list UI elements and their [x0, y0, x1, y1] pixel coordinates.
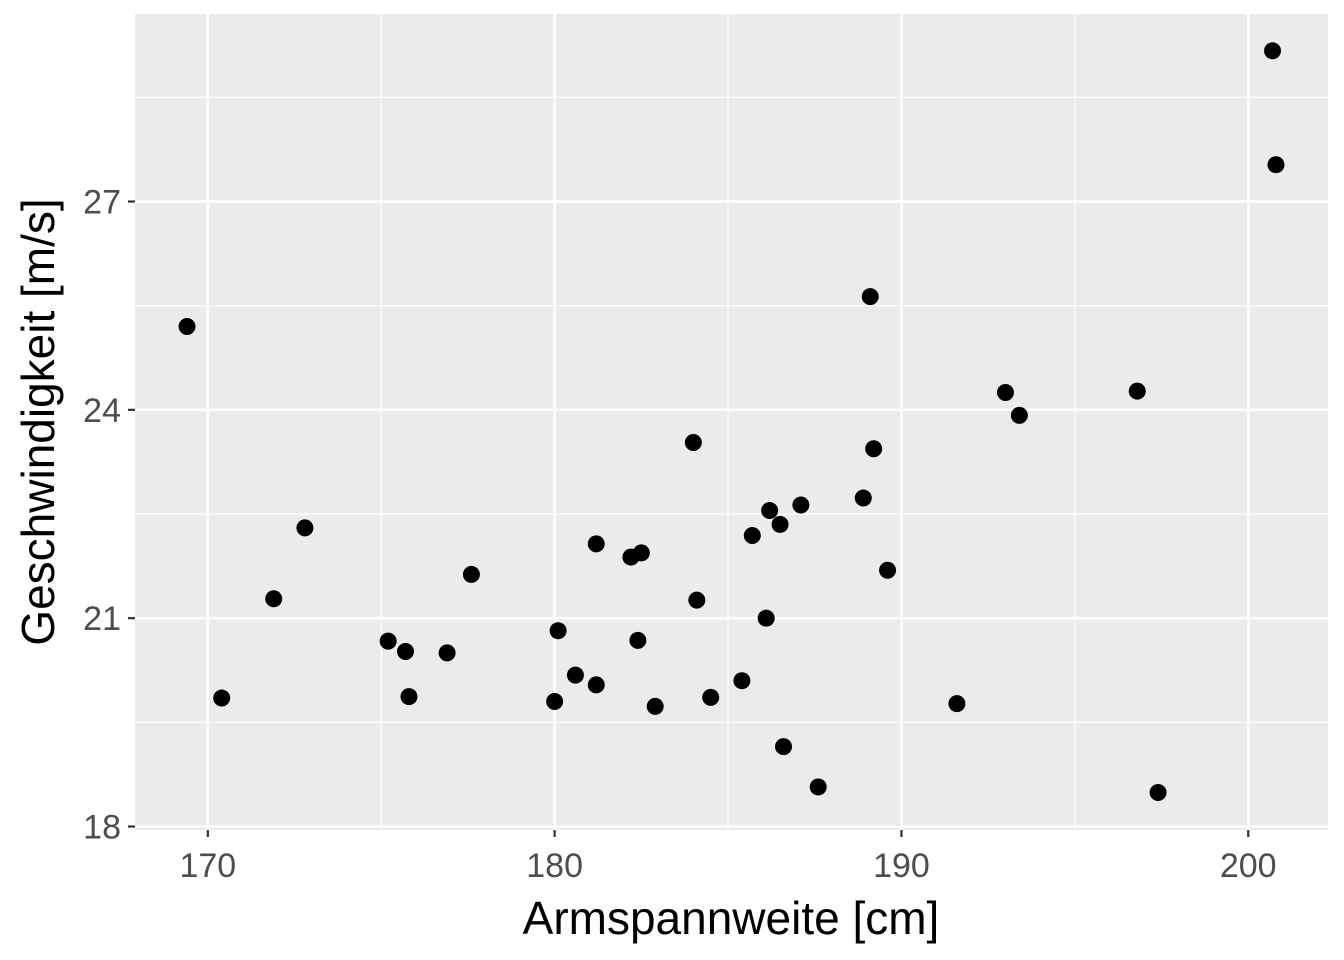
data-point [854, 489, 872, 507]
data-point [462, 565, 480, 583]
data-point [587, 535, 605, 553]
y-tick-label: 18 [83, 809, 121, 847]
x-tick-label: 180 [526, 847, 583, 885]
data-point [438, 644, 456, 662]
data-point [549, 622, 567, 640]
data-point [1010, 406, 1028, 424]
x-axis-ticks: 170 180 190 200 [179, 830, 1277, 885]
data-point [879, 561, 897, 579]
data-point [1128, 382, 1146, 400]
x-tick-label: 190 [873, 847, 930, 885]
y-tick-label: 21 [83, 600, 121, 638]
y-tick-label: 27 [83, 184, 121, 222]
data-point [587, 676, 605, 694]
data-point [771, 515, 789, 533]
y-axis-ticks: 18 21 24 27 [83, 184, 135, 847]
data-point [546, 693, 564, 711]
data-point [629, 631, 647, 649]
major-gridlines [135, 14, 1328, 830]
x-axis-title: Armspannweite [cm] [523, 892, 940, 944]
data-point [948, 695, 966, 713]
data-point [688, 591, 706, 609]
y-tick-label: 24 [83, 392, 121, 430]
data-point [684, 433, 702, 451]
data-point [865, 440, 883, 458]
data-point [702, 688, 720, 706]
data-points [178, 42, 1285, 801]
data-point [400, 688, 418, 706]
data-point [379, 632, 397, 650]
x-tick-label: 170 [179, 847, 236, 885]
data-point [213, 689, 231, 707]
data-point [265, 590, 283, 608]
data-point [1264, 42, 1282, 60]
data-point [743, 527, 761, 545]
y-axis-title: Geschwindigkeit [m/s] [12, 198, 64, 645]
plot-panel [135, 14, 1328, 830]
data-point [792, 496, 810, 514]
data-point [733, 672, 751, 690]
data-point [296, 519, 314, 537]
minor-gridlines [135, 14, 1328, 830]
data-point [646, 697, 664, 715]
data-point [632, 544, 650, 562]
data-point [1149, 783, 1167, 801]
x-tick-label: 200 [1220, 847, 1277, 885]
data-point [809, 778, 827, 796]
data-point [757, 609, 775, 627]
data-point [397, 643, 415, 661]
data-point [775, 738, 793, 756]
data-point [566, 666, 584, 684]
data-point [996, 383, 1014, 401]
data-point [861, 288, 879, 306]
data-point [178, 318, 196, 336]
data-point [1267, 156, 1285, 174]
data-point [761, 502, 779, 520]
